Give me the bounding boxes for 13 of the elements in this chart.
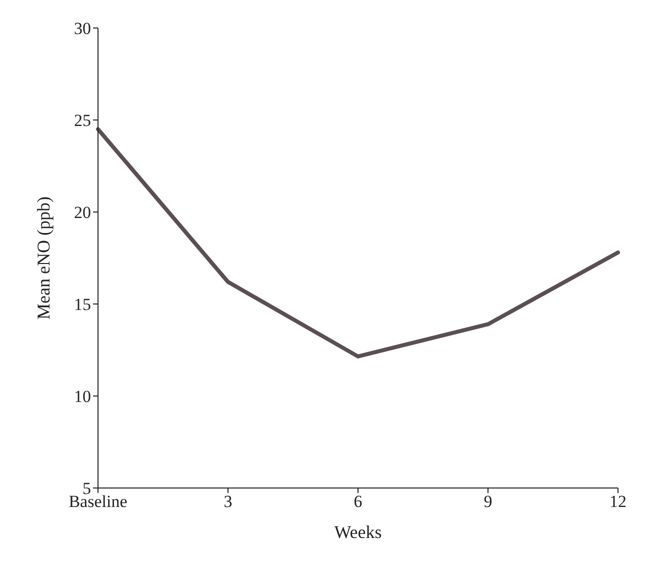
- line-series: [96, 127, 620, 358]
- x-tick-label: 6: [354, 492, 362, 512]
- y-tick-label: 10: [74, 387, 91, 406]
- x-tick-label: 3: [224, 492, 232, 512]
- y-tick-label: 20: [74, 203, 91, 222]
- y-tick-label: 30: [74, 19, 91, 38]
- y-tick-label: 5: [82, 479, 91, 498]
- x-axis-title: Weeks: [334, 522, 382, 542]
- y-tick-label: 25: [74, 111, 91, 130]
- y-axis-title: Mean eNO (ppb): [33, 196, 54, 320]
- x-tick-label: 12: [610, 492, 626, 512]
- y-tick-label: 15: [74, 295, 91, 314]
- x-tick-label: 9: [484, 492, 492, 512]
